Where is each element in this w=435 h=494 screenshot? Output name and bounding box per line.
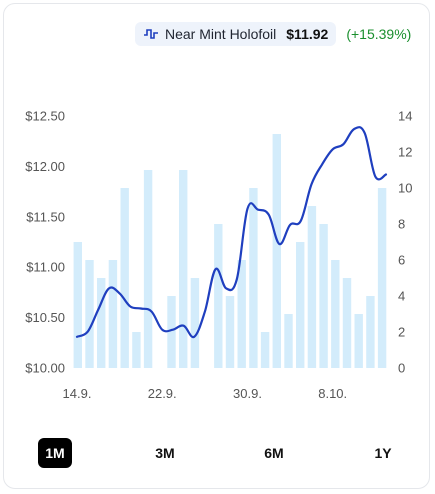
volume-bar [249,188,258,368]
legend-current-price: $11.92 [286,26,329,42]
y-right-tick-label: 12 [398,145,412,160]
volume-bar [225,296,235,368]
volume-bar [108,260,118,368]
volume-bar [132,332,141,368]
volume-bar [143,170,153,368]
price-line [75,126,388,339]
y-right-tick-label: 8 [398,217,405,232]
y-right-tick-label: 4 [398,289,405,304]
y-right-tick-label: 0 [398,361,405,376]
volume-bar [167,296,176,368]
volume-bar [272,134,281,368]
price-chart[interactable]: $10.00 $10.50 $11.00 $11.50 $12.00 $12.50 0 2 4 6… [0,0,435,420]
y-right-tick-label: 10 [398,181,412,196]
chart-legend[interactable]: Near Mint Holofoil $11.92 (+15.39%) [135,22,412,46]
range-button-1y[interactable]: 1Y [374,445,392,461]
legend-price-change: (+15.39%) [346,26,412,42]
volume-bar [342,278,352,368]
volume-bar [214,224,223,368]
volume-bar [73,242,82,368]
range-button-3m[interactable]: 3M [155,445,175,461]
volume-bar [190,278,200,368]
y-right-tick-label: 2 [398,325,405,340]
volume-bar [296,242,305,368]
volume-bar [85,260,94,368]
line-chart-icon [144,29,158,39]
volume-bar [354,314,363,368]
volume-bar [179,170,188,368]
volume-bar [260,332,270,368]
y-left-tick-label: $10.50 [25,310,65,325]
y-left-tick-label: $11.00 [26,260,65,275]
volume-bar [366,296,375,368]
y-right-tick-label: 6 [398,253,405,268]
volume-bar [377,188,387,368]
y-left-tick-label: $11.50 [26,209,65,224]
y-left-tick-label: $12.50 [25,109,65,124]
y-left-tick-label: $10.00 [25,361,65,376]
range-button-6m[interactable]: 6M [264,445,284,461]
x-tick-label: 8.10. [318,386,347,401]
volume-bar [97,278,106,368]
volume-bar [307,206,317,368]
x-tick-label: 14.9. [63,386,92,401]
x-tick-label: 30.9. [233,386,262,401]
volume-bar [319,224,328,368]
volume-bar [120,188,129,368]
legend-series-chip[interactable]: Near Mint Holofoil $11.92 [135,22,337,46]
volume-bar [331,260,340,368]
range-button-1m[interactable]: 1M [38,438,72,468]
y-left-tick-label: $12.00 [25,159,65,174]
y-right-tick-label: 14 [398,109,412,124]
volume-bar [237,260,246,368]
legend-series-name: Near Mint Holofoil [165,26,277,42]
x-tick-label: 22.9. [148,386,177,401]
volume-bar [284,314,293,368]
